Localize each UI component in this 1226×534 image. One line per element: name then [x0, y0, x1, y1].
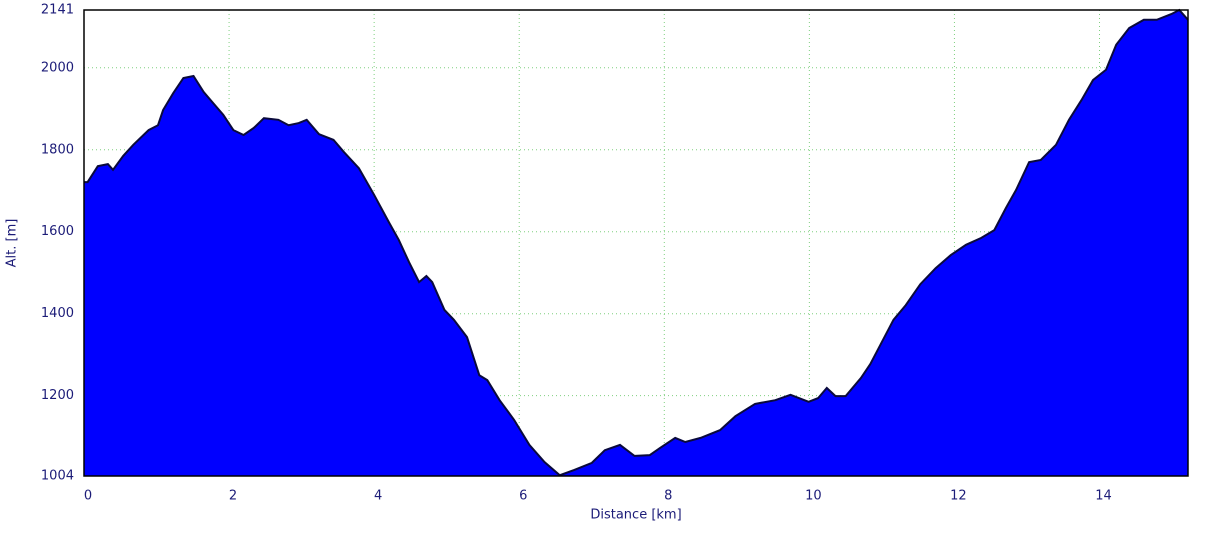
x-tick-label: 6: [519, 489, 527, 504]
x-axis-label: Distance [km]: [590, 508, 681, 523]
y-tick-label: 1200: [41, 388, 74, 403]
x-tick-label: 14: [1095, 489, 1112, 504]
x-tick-label: 10: [805, 489, 822, 504]
plot-frame: [83, 9, 1189, 477]
x-tick-label: 0: [84, 489, 92, 504]
x-tick-label: 4: [374, 489, 382, 504]
area-line: [84, 8, 1189, 477]
x-tick-label: 8: [664, 489, 672, 504]
y-tick-label: 1800: [41, 142, 74, 157]
y-tick-label: 2141: [41, 3, 74, 18]
area-fill: [84, 10, 1188, 476]
y-tick-label: 1600: [41, 224, 74, 239]
y-axis-label: Alt. [m]: [5, 219, 20, 268]
x-tick-label: 2: [229, 489, 237, 504]
y-tick-label: 1004: [41, 469, 74, 484]
x-tick-label: 12: [950, 489, 967, 504]
y-tick-label: 2000: [41, 60, 74, 75]
y-tick-label: 1400: [41, 306, 74, 321]
